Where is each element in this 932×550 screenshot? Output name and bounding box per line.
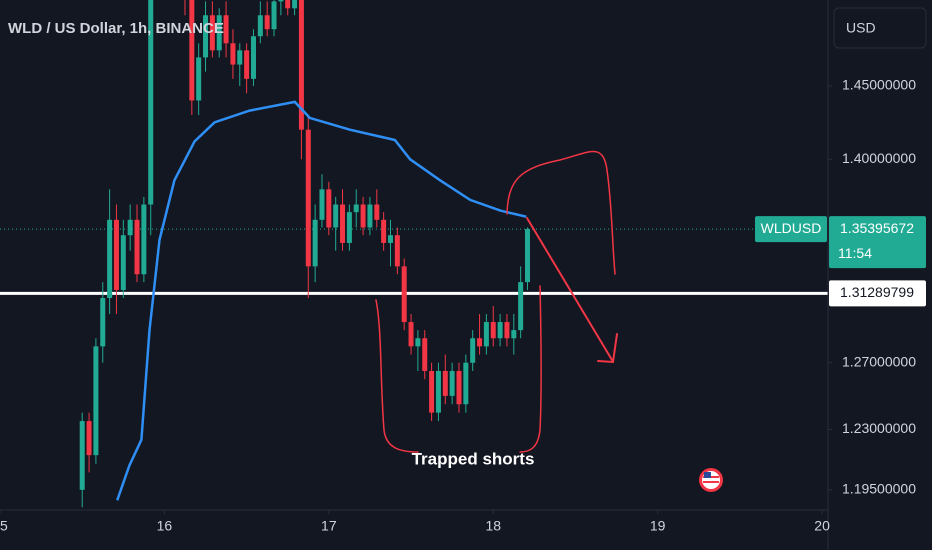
candle-body [511, 330, 517, 339]
candle-body [435, 370, 441, 413]
candle-body [353, 204, 359, 213]
candle-body [107, 219, 113, 298]
candle-body [79, 421, 85, 490]
candle-body [374, 204, 380, 220]
candle-body [230, 43, 236, 65]
x-tick-label: 18 [485, 518, 501, 534]
candle-body [127, 219, 133, 236]
candle-body [490, 322, 496, 339]
arrow [526, 217, 613, 361]
flag-icon [699, 468, 723, 492]
drawings [375, 150, 618, 453]
candle-body [237, 50, 243, 65]
candle-body [305, 129, 311, 267]
chart-title: WLD / US Dollar, 1h, BINANCE [8, 20, 224, 37]
candle-body [470, 338, 476, 363]
y-tick-label: 1.27000000 [842, 353, 916, 369]
countdown-label: 11:54 [838, 245, 872, 261]
candle-body [134, 219, 140, 275]
candle-body [189, 0, 195, 101]
candle-body [333, 204, 339, 228]
candle-body [449, 370, 455, 396]
x-tick-label: 16 [157, 518, 173, 534]
candle-body [271, 1, 277, 30]
candle-body [340, 204, 346, 243]
average-line [116, 100, 527, 501]
candle-body [100, 297, 106, 347]
y-tick-label: 1.23000000 [842, 420, 916, 436]
level-box [829, 280, 926, 307]
candle-body [244, 50, 250, 79]
candle-body [429, 370, 435, 413]
candle-body [394, 235, 400, 267]
candle-body [360, 204, 366, 228]
candle-body [120, 235, 126, 291]
candle-body [497, 322, 503, 339]
candle-body [483, 322, 489, 347]
currency-label: USD [846, 20, 876, 36]
candle-body [223, 15, 229, 44]
candle-body [257, 15, 263, 37]
x-tick-label: 17 [321, 518, 337, 534]
candle-body [463, 362, 469, 405]
candle-body [415, 338, 421, 347]
candle-body [367, 204, 373, 228]
candle-body [477, 338, 483, 347]
y-tick-label: 1.19500000 [842, 481, 916, 497]
candle-body [381, 219, 387, 243]
candle-body [456, 370, 462, 405]
annotation: Trapped shorts [412, 449, 535, 468]
candle-body [113, 219, 119, 291]
candle-body [524, 229, 530, 283]
x-tick-label: 20 [814, 518, 830, 534]
candle-body [216, 15, 222, 51]
level-label: 1.31289799 [840, 284, 914, 300]
candle-body [319, 189, 325, 220]
candle-body [401, 266, 407, 323]
symbol-box [755, 216, 827, 243]
candle-body [312, 219, 318, 267]
symbol-label: WLDUSD [761, 220, 822, 236]
candle-body [250, 36, 256, 79]
candle-body [141, 204, 147, 275]
candle-body [209, 15, 215, 51]
plot-area [0, 0, 828, 508]
candle-body [422, 338, 428, 371]
candle-body [346, 212, 352, 243]
arrow-head [597, 333, 618, 364]
bracket-right [519, 285, 542, 453]
candle-body [278, 0, 284, 2]
candle-body [292, 0, 298, 9]
bracket-left [375, 299, 419, 453]
x-tick-label: 19 [650, 518, 666, 534]
candle-body [518, 282, 524, 331]
candle-body [93, 346, 99, 456]
y-tick-label: 1.45000000 [842, 77, 916, 93]
curve [506, 150, 616, 275]
candle-body [326, 189, 332, 228]
candle-body [408, 322, 414, 347]
candle-body [387, 235, 393, 243]
candle-body [196, 57, 202, 101]
candle-body [285, 0, 291, 9]
x-tick-label: 15 [0, 518, 8, 534]
candle-body [86, 421, 92, 456]
candle-body [264, 15, 270, 30]
candle-body [442, 370, 448, 396]
price-box [829, 216, 926, 269]
currency-button[interactable] [833, 7, 927, 49]
candle-body [203, 15, 209, 58]
candle-body [504, 322, 510, 339]
price-label: 1.35395672 [840, 220, 914, 236]
y-tick-label: 1.40000000 [842, 150, 916, 166]
candle-body [148, 0, 154, 205]
candle-body [298, 0, 304, 130]
